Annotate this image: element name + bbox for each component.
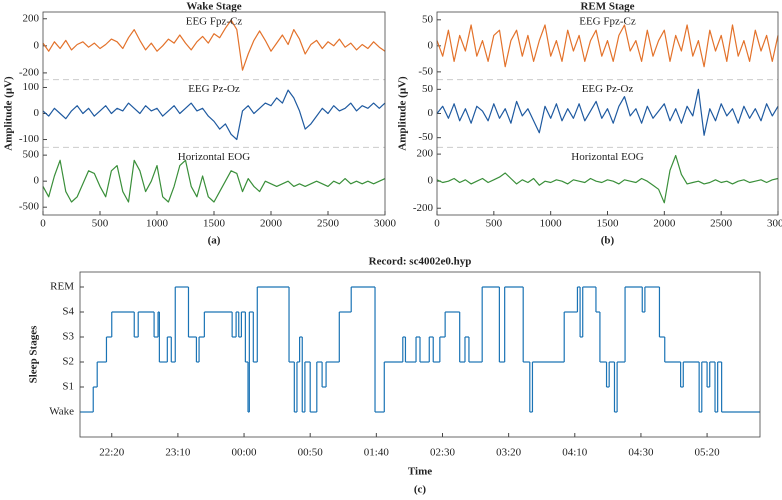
x-tick-label: 1500 — [203, 218, 226, 230]
y-tick-label: -200 — [19, 66, 40, 78]
chart-title: Record: sc4002e0.hyp — [369, 256, 472, 268]
x-tick-label: 04:30 — [628, 447, 654, 459]
x-tick-label: 02:30 — [430, 447, 456, 459]
x-tick-label: 1000 — [540, 218, 563, 230]
y-tick-label: REM — [50, 281, 74, 293]
x-tick-label: 00:00 — [232, 447, 258, 459]
x-tick-label: 2000 — [653, 218, 676, 230]
caption: (c) — [414, 484, 427, 496]
y-tick-label: S1 — [62, 381, 74, 393]
plot-frame — [79, 271, 761, 438]
x-tick-label: 2000 — [260, 218, 283, 230]
chart-title: REM Stage — [580, 1, 634, 13]
x-axis-label: Time — [408, 466, 432, 478]
series-label: Horizontal EOG — [571, 151, 643, 163]
y-tick-label: S4 — [62, 306, 74, 318]
x-tick-label: 0 — [40, 218, 46, 230]
series-label: EEG Fpz-Cz — [579, 16, 636, 28]
plot-frame — [42, 11, 386, 216]
y-tick-label: 0 — [428, 107, 434, 119]
caption: (a) — [208, 235, 221, 247]
y-tick-label: 500 — [23, 149, 40, 161]
signal-line — [42, 19, 386, 71]
x-tick-label: 2500 — [317, 218, 340, 230]
y-tick-label: -50 — [418, 65, 433, 77]
series-label: EEG Pz-Oz — [188, 83, 240, 95]
chart-title: Wake Stage — [186, 1, 241, 13]
series-label: Horizontal EOG — [178, 151, 250, 163]
signal-line — [42, 159, 386, 203]
x-tick-label: 3000 — [374, 218, 397, 230]
y-tick-label: 50 — [422, 83, 434, 95]
x-tick-label: 00:50 — [298, 447, 324, 459]
y-tick-label: -200 — [413, 202, 434, 214]
signal-line — [436, 88, 779, 136]
x-tick-label: 2500 — [710, 218, 733, 230]
y-tick-label: 50 — [422, 13, 434, 25]
x-tick-label: 1500 — [597, 218, 620, 230]
y-tick-label: S2 — [62, 356, 74, 368]
x-tick-label: 500 — [486, 218, 503, 230]
y-tick-label: 0 — [428, 175, 434, 187]
x-tick-label: 23:10 — [165, 447, 191, 459]
x-tick-label: 1000 — [146, 218, 169, 230]
signal-line — [436, 24, 779, 68]
y-tick-label: 200 — [23, 12, 40, 24]
x-tick-label: 05:20 — [695, 447, 721, 459]
y-axis-label: Amplitude (μV) — [3, 76, 15, 151]
x-tick-label: 3000 — [767, 218, 782, 230]
x-tick-label: 04:10 — [562, 447, 588, 459]
x-tick-label: 01:40 — [364, 447, 390, 459]
x-tick-label: 03:20 — [496, 447, 522, 459]
x-tick-label: 0 — [434, 218, 440, 230]
signal-line — [42, 89, 386, 141]
series-label: EEG Pz-Oz — [582, 83, 634, 95]
plot-frame — [436, 11, 779, 216]
y-tick-label: -500 — [19, 201, 40, 213]
signal-line — [436, 154, 779, 204]
y-tick-label: Wake — [49, 406, 74, 418]
y-tick-label: 0 — [428, 39, 434, 51]
series-label: EEG Fpz-Cz — [186, 16, 243, 28]
y-tick-label: 0 — [34, 107, 40, 119]
y-axis-label: Amplitude (μV) — [397, 76, 409, 151]
y-tick-label: -100 — [19, 133, 40, 145]
y-tick-label: 100 — [23, 81, 40, 93]
y-tick-label: -50 — [418, 131, 433, 143]
y-tick-label: S3 — [62, 331, 74, 343]
y-tick-label: 0 — [34, 39, 40, 51]
y-tick-label: 0 — [34, 175, 40, 187]
x-tick-label: 500 — [92, 218, 109, 230]
y-axis-label: Sleep Stages — [28, 325, 40, 383]
x-tick-label: 22:20 — [99, 447, 125, 459]
y-tick-label: 200 — [417, 148, 434, 160]
caption: (b) — [601, 235, 615, 247]
